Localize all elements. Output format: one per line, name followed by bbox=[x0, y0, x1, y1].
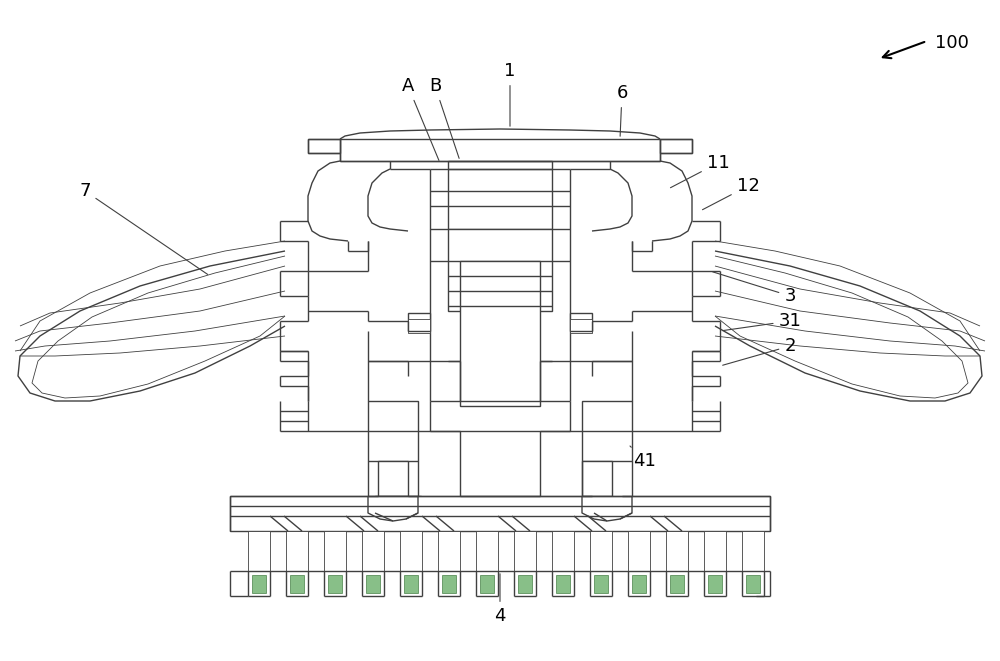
Text: 1: 1 bbox=[504, 62, 516, 126]
Bar bbox=[556, 575, 570, 593]
Bar bbox=[590, 531, 612, 571]
Bar bbox=[514, 531, 536, 571]
Bar bbox=[408, 313, 430, 331]
Text: 7: 7 bbox=[79, 182, 208, 274]
Text: A: A bbox=[402, 77, 439, 161]
Bar bbox=[404, 575, 418, 593]
Bar bbox=[704, 531, 726, 571]
Bar bbox=[552, 531, 574, 571]
Bar bbox=[375, 496, 421, 516]
Bar bbox=[570, 319, 592, 333]
Bar bbox=[400, 531, 422, 571]
Bar bbox=[570, 313, 592, 331]
Bar bbox=[286, 531, 308, 571]
Bar bbox=[328, 575, 342, 593]
Bar bbox=[340, 139, 660, 161]
Bar bbox=[582, 461, 612, 496]
Bar bbox=[438, 531, 460, 571]
Text: 11: 11 bbox=[670, 154, 729, 188]
Text: 31: 31 bbox=[723, 312, 801, 330]
Bar bbox=[742, 531, 764, 571]
Bar bbox=[368, 401, 418, 461]
Bar bbox=[628, 531, 650, 571]
Bar bbox=[408, 319, 430, 333]
Text: 100: 100 bbox=[935, 34, 969, 52]
Bar bbox=[248, 531, 270, 571]
Bar bbox=[230, 496, 770, 531]
Bar bbox=[460, 261, 540, 406]
Text: 4: 4 bbox=[494, 574, 506, 625]
Bar bbox=[362, 531, 384, 571]
Text: 6: 6 bbox=[616, 84, 628, 136]
Bar bbox=[660, 139, 692, 153]
Bar bbox=[378, 461, 408, 496]
Bar bbox=[632, 575, 646, 593]
Text: B: B bbox=[429, 77, 459, 159]
Bar bbox=[594, 575, 608, 593]
Bar bbox=[324, 531, 346, 571]
Bar bbox=[448, 169, 552, 229]
Bar bbox=[476, 531, 498, 571]
Bar bbox=[448, 261, 552, 311]
Text: 12: 12 bbox=[702, 177, 759, 210]
Bar bbox=[480, 575, 494, 593]
Bar bbox=[582, 401, 632, 461]
Bar bbox=[290, 575, 304, 593]
Text: 2: 2 bbox=[723, 337, 796, 366]
Bar bbox=[442, 575, 456, 593]
Bar bbox=[252, 575, 266, 593]
Bar bbox=[670, 575, 684, 593]
Bar bbox=[308, 139, 340, 153]
Text: 41: 41 bbox=[630, 446, 656, 470]
Bar bbox=[366, 575, 380, 593]
Text: 3: 3 bbox=[713, 272, 796, 305]
Bar bbox=[746, 575, 760, 593]
Bar bbox=[666, 531, 688, 571]
Bar bbox=[430, 229, 570, 361]
Bar bbox=[518, 575, 532, 593]
Bar bbox=[708, 575, 722, 593]
